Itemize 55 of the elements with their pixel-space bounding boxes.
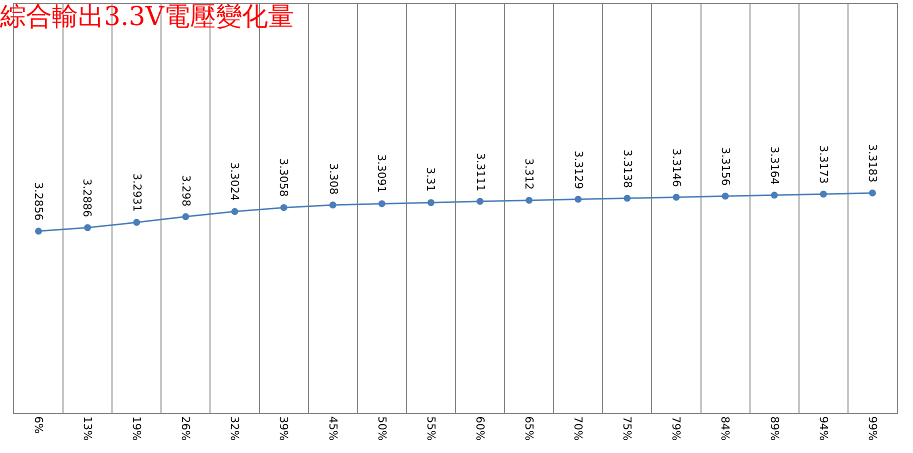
x-tick-label: 99%	[866, 416, 879, 441]
data-label: 3.2856	[32, 182, 46, 221]
point	[231, 208, 238, 216]
x-tick-label: 60%	[473, 416, 486, 441]
point	[672, 194, 680, 201]
x-tick-label: 84%	[718, 416, 732, 441]
x-tick-label: 89%	[768, 416, 781, 441]
x-tick-label: 50%	[375, 416, 388, 441]
point	[770, 192, 778, 199]
x-tick-label: 70%	[572, 416, 585, 441]
x-tick-label: 79%	[670, 416, 683, 441]
data-label: 3.3138	[620, 150, 634, 188]
data-label: 3.3173	[817, 145, 830, 184]
data-label: 3.3164	[768, 146, 782, 185]
x-tick-label: 39%	[277, 416, 290, 441]
point	[476, 198, 484, 205]
data-label: 3.3091	[375, 154, 388, 193]
point	[378, 200, 386, 208]
point	[722, 192, 729, 200]
x-tick-label: 6%	[32, 416, 45, 434]
data-label: 3.2886	[80, 178, 94, 218]
point	[35, 228, 42, 235]
data-label: 3.298	[179, 174, 192, 206]
point	[624, 194, 631, 202]
point	[820, 190, 827, 198]
point	[574, 196, 582, 203]
point	[329, 201, 336, 208]
data-label: 3.2931	[130, 173, 144, 212]
data-label: 3.31	[424, 167, 438, 192]
point	[182, 213, 190, 220]
point	[133, 218, 140, 226]
point	[84, 224, 92, 232]
data-label: 3.3129	[572, 150, 585, 190]
x-tick-label: 45%	[326, 416, 340, 441]
point	[280, 204, 288, 212]
x-tick-label: 94%	[816, 416, 830, 441]
x-tick-label: 32%	[228, 416, 242, 441]
x-tick-label: 13%	[81, 416, 94, 441]
x-tick-label: 55%	[424, 416, 438, 441]
data-label: 3.3183	[866, 144, 879, 182]
point	[427, 199, 434, 206]
data-label: 3.308	[326, 163, 340, 195]
x-tick-label: 19%	[130, 416, 144, 441]
data-label: 3.3156	[718, 147, 732, 186]
data-label: 3.3024	[228, 162, 241, 201]
point	[526, 196, 533, 204]
data-label: 3.3146	[670, 148, 684, 188]
x-tick-label: 65%	[522, 416, 536, 441]
point	[868, 189, 876, 196]
data-label: 3.3111	[474, 152, 487, 192]
chart-title: 綜合輸出3.3V電壓變化量	[0, 2, 294, 32]
x-tick-label: 26%	[179, 416, 192, 441]
x-tick-label: 75%	[620, 416, 634, 441]
data-label: 3.312	[522, 158, 536, 190]
data-label: 3.3058	[276, 158, 290, 197]
